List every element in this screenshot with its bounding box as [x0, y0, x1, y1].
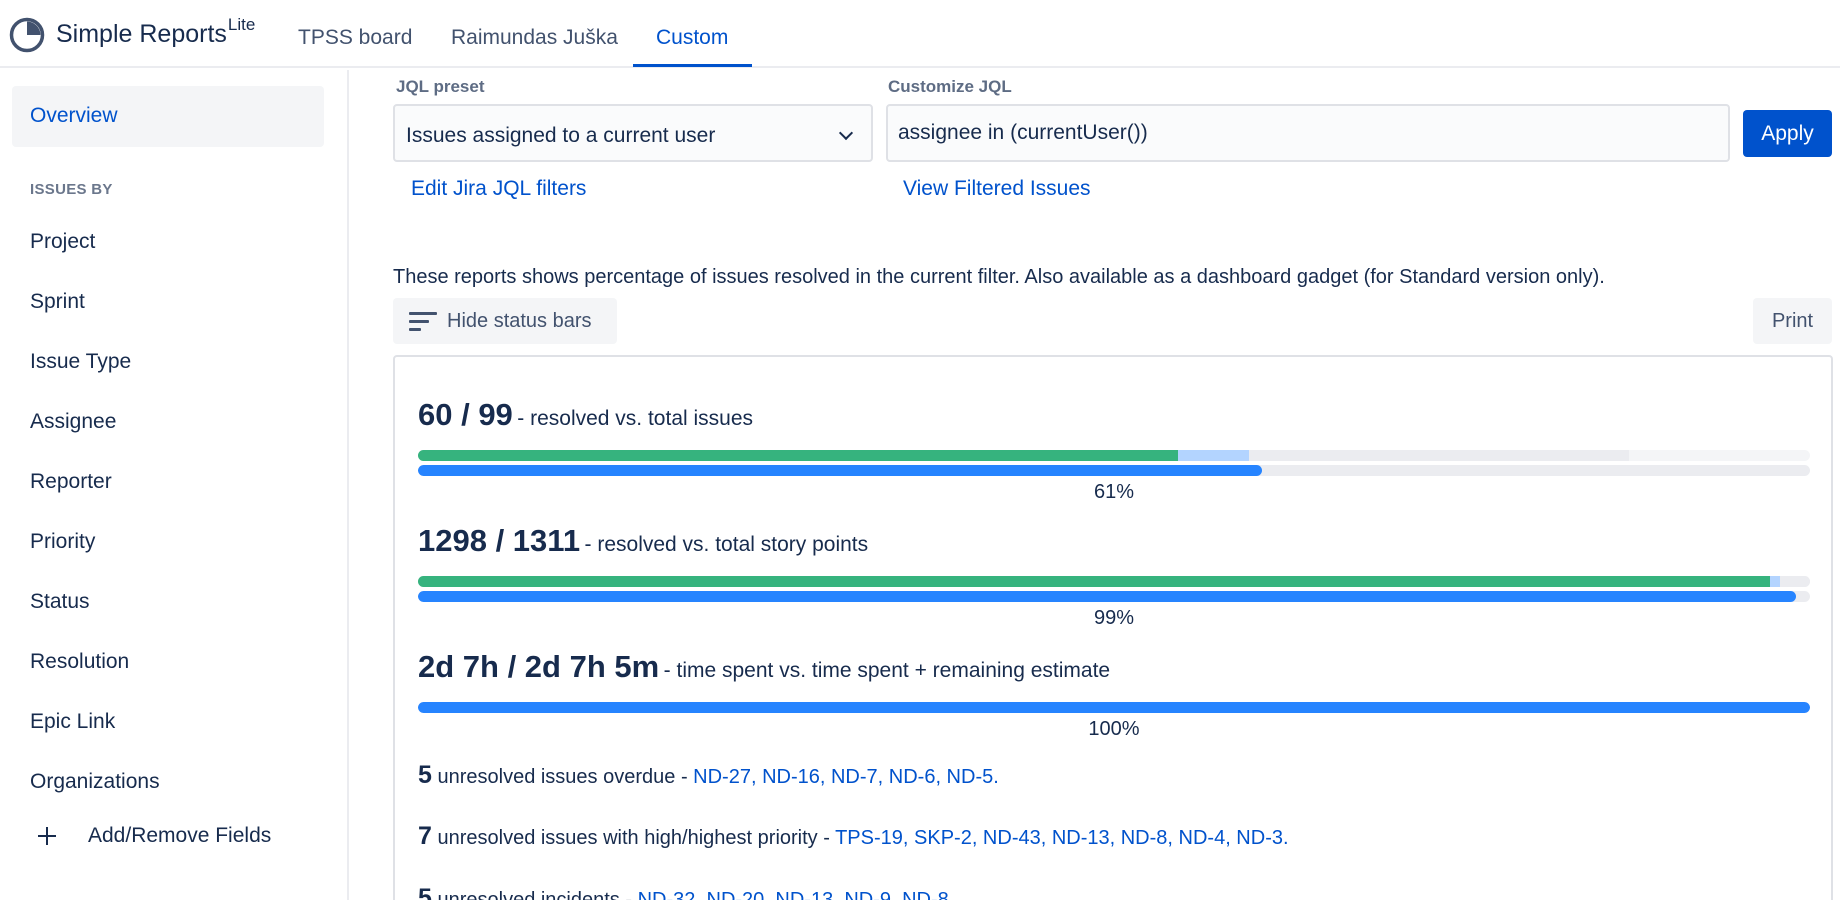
progress-bar — [418, 702, 1810, 713]
report-panel: 60 / 99 - resolved vs. total issues 61% … — [393, 355, 1833, 900]
hide-status-bars-button[interactable]: Hide status bars — [393, 298, 617, 344]
add-remove-fields-button[interactable]: Add/Remove Fields — [36, 824, 271, 848]
progress-bar-fill — [418, 465, 1262, 476]
overdue-issue-links[interactable]: ND-27, ND-16, ND-7, ND-6, ND-5 — [693, 766, 994, 788]
active-tab-indicator — [633, 64, 752, 67]
report-description: These reports shows percentage of issues… — [393, 266, 1605, 288]
sidebar-item-reporter[interactable]: Reporter — [30, 470, 112, 493]
status-bar-todo — [1249, 450, 1629, 461]
status-bar — [418, 576, 1810, 587]
sidebar-section-title: ISSUES BY — [30, 181, 113, 198]
jql-preset-select[interactable]: Issues assigned to a current user — [393, 104, 873, 162]
metric-story-points: 1298 / 1311 - resolved vs. total story p… — [418, 523, 868, 559]
sidebar-item-status[interactable]: Status — [30, 590, 90, 613]
app-logo-icon — [9, 17, 45, 53]
tab-raimundas-juska[interactable]: Raimundas Juška — [451, 26, 618, 49]
progress-bar — [418, 591, 1810, 602]
top-header: Simple ReportsLite TPSS board Raimundas … — [0, 0, 1840, 68]
sidebar-item-sprint[interactable]: Sprint — [30, 290, 85, 313]
high-priority-issue-links[interactable]: TPS-19, SKP-2, ND-43, ND-13, ND-8, ND-4,… — [835, 827, 1283, 849]
status-bar-in-progress — [1178, 450, 1249, 461]
metric-percent: 61% — [1093, 481, 1135, 503]
tab-tpss-board[interactable]: TPSS board — [298, 26, 413, 49]
status-bar-done — [418, 576, 1770, 587]
metric-caption: - resolved vs. total issues — [517, 407, 754, 430]
high-priority-issues-line: 7 unresolved issues with high/highest pr… — [418, 822, 1289, 850]
sidebar: Overview ISSUES BY Project Sprint Issue … — [0, 70, 349, 900]
status-bar-in-progress — [1770, 576, 1780, 587]
metric-value: 60 / 99 — [418, 397, 513, 432]
metric-value: 1298 / 1311 — [418, 523, 581, 558]
metric-issues: 60 / 99 - resolved vs. total issues — [418, 397, 753, 433]
sidebar-item-priority[interactable]: Priority — [30, 530, 96, 553]
jql-input[interactable] — [886, 104, 1730, 162]
metric-time-spent: 2d 7h / 2d 7h 5m - time spent vs. time s… — [418, 649, 1110, 685]
sidebar-item-assignee[interactable]: Assignee — [30, 410, 117, 433]
print-button[interactable]: Print — [1753, 298, 1832, 344]
progress-bar-fill — [418, 702, 1810, 713]
overdue-issues-line: 5 unresolved issues overdue - ND-27, ND-… — [418, 761, 999, 789]
filter-lines-icon — [409, 311, 437, 331]
tab-custom[interactable]: Custom — [656, 26, 729, 49]
status-bar — [418, 450, 1810, 461]
customize-jql-label: Customize JQL — [888, 77, 1012, 96]
jql-preset-label: JQL preset — [396, 77, 485, 96]
metric-percent: 99% — [1093, 607, 1135, 629]
app-title: Simple ReportsLite — [56, 14, 256, 48]
metric-percent: 100% — [1088, 718, 1140, 740]
sidebar-item-overview[interactable]: Overview — [12, 86, 324, 147]
view-filtered-issues-link[interactable]: View Filtered Issues — [903, 177, 1091, 200]
metric-caption: - resolved vs. total story points — [584, 533, 869, 556]
status-bar-done — [418, 450, 1178, 461]
metric-value: 2d 7h / 2d 7h 5m — [418, 649, 660, 684]
metric-caption: - time spent vs. time spent + remaining … — [663, 659, 1111, 682]
sidebar-item-project[interactable]: Project — [30, 230, 96, 253]
sidebar-item-epic-link[interactable]: Epic Link — [30, 710, 116, 733]
incident-issue-links[interactable]: ND-32, ND-20, ND-13, ND-9, ND-8 — [637, 889, 949, 900]
apply-button[interactable]: Apply — [1743, 110, 1832, 157]
status-bar-todo — [1780, 576, 1810, 587]
sidebar-item-resolution[interactable]: Resolution — [30, 650, 130, 673]
progress-bar-fill — [418, 591, 1796, 602]
sidebar-item-issue-type[interactable]: Issue Type — [30, 350, 132, 373]
edit-jql-filters-link[interactable]: Edit Jira JQL filters — [411, 177, 587, 200]
progress-bar — [418, 465, 1810, 476]
sidebar-item-organizations[interactable]: Organizations — [30, 770, 160, 793]
plus-icon — [36, 825, 58, 847]
incidents-line: 5 unresolved incidents - ND-32, ND-20, N… — [418, 884, 949, 900]
chevron-down-icon — [838, 125, 854, 141]
